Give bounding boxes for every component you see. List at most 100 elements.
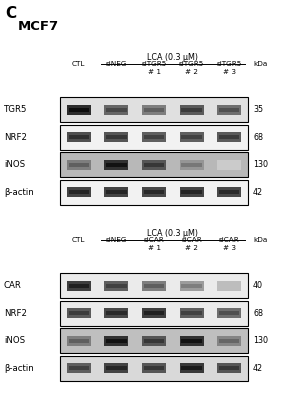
Bar [67, 188, 91, 197]
Bar [217, 132, 241, 142]
Bar [181, 190, 202, 194]
Bar [180, 160, 204, 170]
Text: siTGR5
# 3: siTGR5 # 3 [217, 61, 242, 75]
Bar [142, 281, 166, 290]
Text: CTL: CTL [72, 237, 86, 243]
Bar [180, 281, 204, 290]
Bar [67, 160, 91, 170]
Text: siTGR5
# 1: siTGR5 # 1 [141, 61, 167, 75]
Bar [67, 132, 91, 142]
Bar [106, 284, 127, 288]
Text: siNEG: siNEG [106, 61, 127, 67]
Bar [104, 160, 128, 170]
Bar [219, 311, 239, 315]
Bar [60, 300, 248, 326]
Bar [69, 108, 89, 112]
Bar [217, 308, 241, 318]
Bar [69, 366, 89, 370]
Bar [60, 152, 248, 177]
Bar [217, 105, 241, 115]
Text: kDa: kDa [253, 237, 267, 243]
Bar [104, 105, 128, 115]
Bar [104, 336, 128, 346]
Bar [106, 339, 127, 343]
Bar [181, 163, 202, 167]
Bar [217, 281, 241, 290]
Text: 35: 35 [253, 105, 263, 114]
Bar [60, 273, 248, 298]
Bar [106, 163, 127, 167]
Bar [104, 281, 128, 290]
Bar [144, 108, 164, 112]
Bar [69, 284, 89, 288]
Bar [181, 135, 202, 139]
Text: C: C [5, 6, 16, 21]
Text: β-actin: β-actin [4, 188, 34, 197]
Bar [106, 366, 127, 370]
Bar [60, 97, 248, 122]
Bar [60, 180, 248, 205]
Text: NRF2: NRF2 [4, 133, 27, 142]
Bar [142, 105, 166, 115]
Bar [67, 281, 91, 290]
Bar [144, 284, 164, 288]
Bar [104, 308, 128, 318]
Bar [181, 108, 202, 112]
Text: β-actin: β-actin [4, 364, 34, 373]
Bar [219, 108, 239, 112]
Text: 68: 68 [253, 309, 263, 318]
Bar [144, 163, 164, 167]
Bar [60, 356, 248, 381]
Bar [144, 135, 164, 139]
Text: MCF7: MCF7 [18, 20, 59, 33]
Bar [181, 311, 202, 315]
Bar [104, 132, 128, 142]
Bar [217, 188, 241, 197]
Bar [142, 132, 166, 142]
Bar [69, 135, 89, 139]
Text: siNEG: siNEG [106, 237, 127, 243]
Bar [67, 364, 91, 373]
Text: CAR: CAR [4, 281, 22, 290]
Text: NRF2: NRF2 [4, 309, 27, 318]
Text: siCAR
# 3: siCAR # 3 [219, 237, 239, 251]
Text: 42: 42 [253, 188, 263, 197]
Text: 40: 40 [253, 281, 263, 290]
Text: TGR5: TGR5 [4, 105, 28, 114]
Text: 130: 130 [253, 160, 268, 169]
Bar [144, 339, 164, 343]
Bar [106, 135, 127, 139]
Text: iNOS: iNOS [4, 160, 25, 169]
Bar [217, 364, 241, 373]
Bar [180, 308, 204, 318]
Bar [104, 364, 128, 373]
Text: 42: 42 [253, 364, 263, 373]
Text: LCA (0.3 μM): LCA (0.3 μM) [147, 53, 198, 62]
Bar [180, 132, 204, 142]
Bar [219, 190, 239, 194]
Bar [106, 311, 127, 315]
Text: siCAR
# 2: siCAR # 2 [181, 237, 202, 251]
Bar [69, 311, 89, 315]
Bar [144, 311, 164, 315]
Bar [67, 105, 91, 115]
Bar [219, 135, 239, 139]
Bar [181, 284, 202, 288]
Bar [142, 188, 166, 197]
Bar [106, 190, 127, 194]
Bar [142, 364, 166, 373]
Text: siTGR5
# 2: siTGR5 # 2 [179, 61, 204, 75]
Bar [67, 336, 91, 346]
Bar [217, 160, 241, 170]
Bar [144, 366, 164, 370]
Bar [67, 308, 91, 318]
Bar [180, 105, 204, 115]
Bar [217, 336, 241, 346]
Text: iNOS: iNOS [4, 336, 25, 345]
Bar [144, 190, 164, 194]
Text: 130: 130 [253, 336, 268, 345]
Bar [219, 366, 239, 370]
Bar [69, 190, 89, 194]
Bar [142, 336, 166, 346]
Bar [106, 108, 127, 112]
